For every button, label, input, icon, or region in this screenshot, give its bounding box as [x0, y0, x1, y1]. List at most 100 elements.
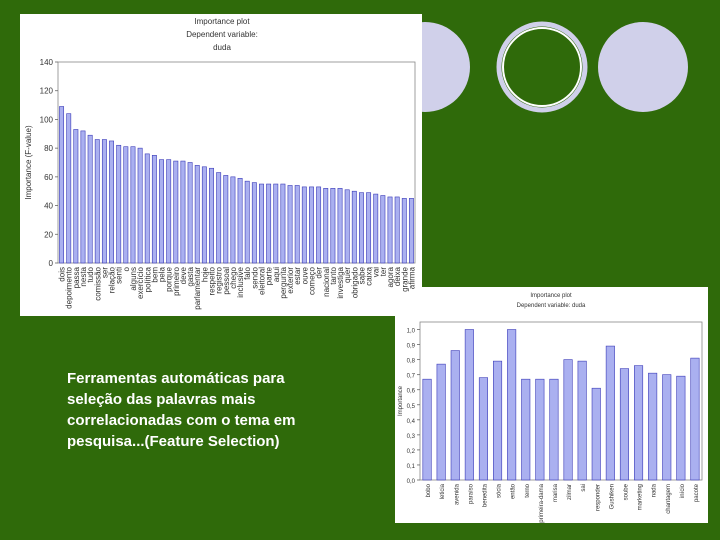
bar: [66, 113, 72, 264]
x-tick-label: investiga: [336, 266, 345, 298]
bar: [359, 192, 364, 264]
x-tick-label: sabe: [357, 266, 366, 284]
caption: seleção das palavras mais: [67, 391, 255, 408]
plot-frame: [57, 61, 416, 264]
bar: [344, 189, 350, 264]
x-tick-label: depoimento: [65, 266, 74, 308]
bar: [394, 196, 400, 264]
y-tick-label: 0,3: [407, 434, 416, 440]
bar: [87, 134, 93, 264]
y-tick-label: 0,8: [407, 359, 416, 365]
y-tick-label: 60: [44, 173, 53, 182]
bar: [80, 130, 86, 264]
x-tick-label: tudo: [86, 266, 95, 282]
bar: [216, 172, 222, 264]
y-tick-label: 0,9: [407, 344, 416, 350]
x-tick-label: comissão: [93, 266, 102, 300]
x-tick-label: passa: [72, 266, 81, 288]
x-tick-label: quer: [343, 267, 352, 283]
chart-title: Importance plot: [530, 293, 572, 299]
y-axis-label: Importance (F-value): [24, 125, 33, 200]
bar: [373, 193, 379, 264]
x-tick-label: nesta: [79, 266, 88, 286]
x-tick-label: benedita: [482, 483, 488, 507]
bar: [535, 378, 545, 481]
bar: [577, 360, 587, 481]
chart-panel: [20, 14, 422, 316]
x-tick-label: vai: [372, 267, 381, 277]
x-tick-label: pessoal: [222, 267, 231, 295]
y-tick-label: 20: [44, 230, 53, 239]
bar: [94, 139, 100, 264]
bar: [209, 167, 214, 264]
bar: [478, 377, 488, 481]
x-tick-label: estar: [293, 267, 302, 285]
x-tick-label: grande: [400, 266, 409, 291]
y-tick-label: 1,0: [407, 329, 416, 335]
bar: [690, 357, 700, 481]
plot-frame: [419, 321, 703, 481]
bar: [101, 139, 107, 264]
bar: [287, 185, 293, 264]
bar: [151, 155, 157, 264]
y-tick-label: 120: [40, 87, 54, 96]
y-tick-label: 40: [44, 202, 53, 211]
x-tick-label: deve: [179, 266, 188, 284]
bar: [251, 182, 257, 264]
x-tick-label: então: [511, 483, 517, 499]
bar: [244, 180, 250, 264]
bar: [619, 368, 629, 481]
x-tick-label: eleitoral: [257, 267, 266, 295]
x-tick-label: exercício: [136, 266, 145, 299]
bar: [130, 146, 136, 264]
x-tick-label: terno: [525, 483, 531, 497]
x-tick-label: hoje: [200, 266, 209, 282]
bar: [450, 350, 460, 481]
x-tick-label: relação: [108, 266, 117, 293]
bar: [230, 176, 236, 264]
x-tick-label: ter: [379, 267, 388, 277]
x-tick-label: primeiro: [172, 266, 181, 295]
y-tick-label: 140: [40, 58, 54, 67]
bar: [59, 106, 65, 264]
bar: [323, 188, 329, 264]
x-tick-label: sócia: [497, 483, 503, 498]
x-tick-label: exterior: [286, 267, 295, 294]
x-tick-label: afirma: [407, 266, 416, 289]
x-tick-label: nacional: [322, 267, 331, 297]
x-tick-label: tanto: [329, 266, 338, 284]
x-tick-label: bem: [150, 267, 159, 283]
x-tick-label: parlamentar: [193, 267, 202, 310]
caption: Ferramentas automáticas para: [67, 370, 285, 387]
bar: [180, 160, 186, 264]
y-axis-label: Importance: [398, 385, 404, 416]
x-tick-label: responder: [595, 484, 601, 511]
bar: [73, 129, 79, 264]
x-tick-label: paraíso: [468, 483, 474, 504]
bar: [194, 165, 200, 264]
x-tick-label: inclusive: [236, 266, 245, 297]
bar: [137, 147, 143, 264]
x-tick-label: pergunta: [279, 266, 288, 298]
x-tick-label: marisa: [553, 483, 559, 502]
y-tick-label: 0,2: [407, 449, 416, 455]
x-tick-label: aqui: [272, 267, 281, 282]
bar: [351, 190, 357, 264]
bar: [144, 153, 150, 264]
bar: [123, 146, 129, 264]
x-tick-label: chantagem: [666, 484, 672, 514]
x-tick-label: soube: [623, 483, 629, 500]
decor-circle: [502, 27, 582, 107]
bar: [605, 345, 615, 481]
chart-title: Dependent variable: duda: [517, 303, 586, 309]
bar: [648, 372, 658, 481]
bar: [273, 183, 279, 264]
bar: [521, 378, 531, 481]
bar: [309, 186, 314, 264]
bar: [366, 192, 372, 264]
x-tick-label: ser: [100, 267, 109, 278]
y-tick-label: 0: [49, 259, 54, 268]
bar: [330, 188, 336, 264]
x-tick-label: política: [143, 266, 152, 292]
bar: [436, 363, 446, 481]
